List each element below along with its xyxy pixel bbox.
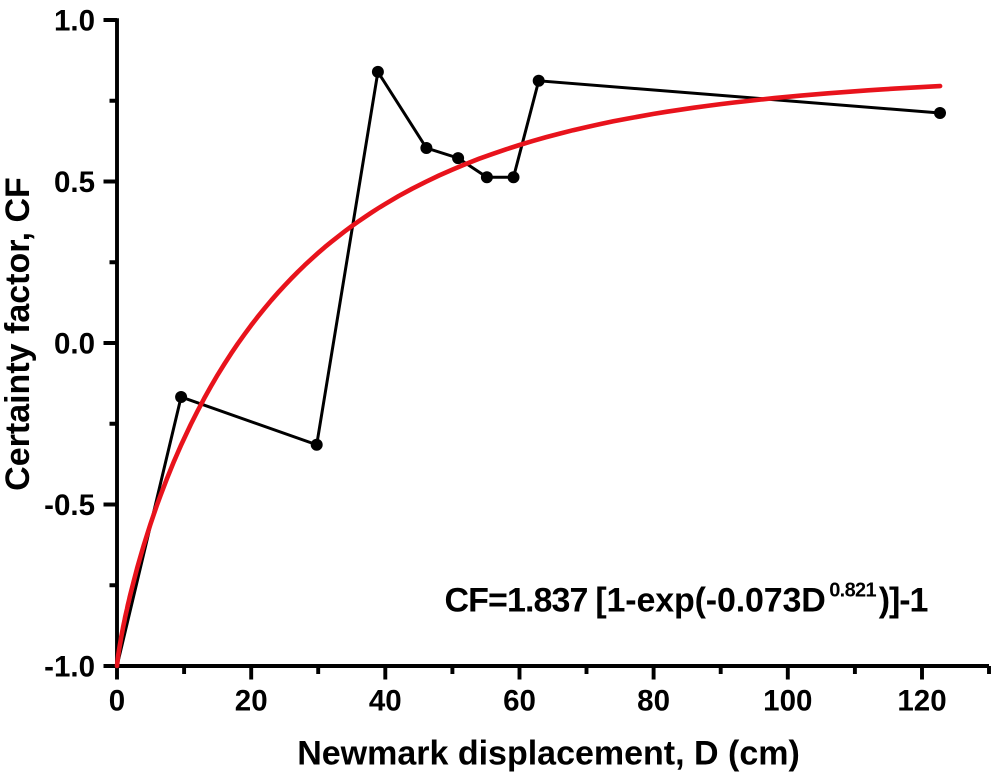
svg-text:100: 100 bbox=[763, 685, 812, 718]
svg-text:0: 0 bbox=[109, 685, 125, 718]
svg-text:60: 60 bbox=[503, 685, 536, 718]
svg-text:Certainty factor, CF: Certainty factor, CF bbox=[0, 177, 37, 491]
svg-text:120: 120 bbox=[897, 685, 946, 718]
svg-text:-0.5: -0.5 bbox=[44, 489, 95, 522]
svg-text:0.5: 0.5 bbox=[54, 166, 95, 199]
svg-text:80: 80 bbox=[637, 685, 670, 718]
svg-text:-1.0: -1.0 bbox=[44, 651, 95, 684]
svg-text:Newmark displacement, D (cm): Newmark displacement, D (cm) bbox=[297, 734, 800, 772]
svg-text:40: 40 bbox=[369, 685, 402, 718]
svg-text:1.0: 1.0 bbox=[54, 5, 95, 38]
svg-text:0.0: 0.0 bbox=[54, 328, 95, 361]
svg-text:20: 20 bbox=[235, 685, 268, 718]
